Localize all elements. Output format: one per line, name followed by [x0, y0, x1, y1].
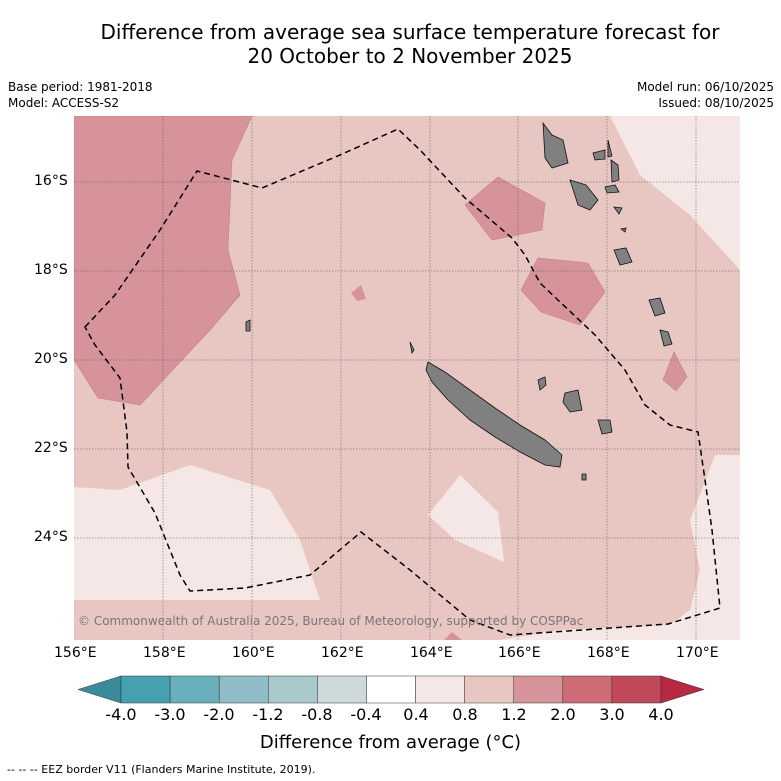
lon-label-160e: 160°E: [232, 645, 275, 661]
landmasses: [245, 121, 673, 481]
colorbar: [77, 675, 705, 704]
colorbar-bin: [415, 675, 465, 704]
lat-label-20s: 20°S: [34, 351, 68, 367]
warm-patch-central: [520, 257, 606, 326]
anomaly-band-0.8-1.2: [74, 116, 740, 640]
issued-text: Issued: 08/10/2025: [658, 96, 774, 110]
graticule: [74, 116, 740, 640]
colorbar-tick: -3.0: [154, 705, 186, 724]
colorbar-bin: [464, 675, 514, 704]
colorbar-bin: [120, 675, 171, 704]
colorbar-bins: [120, 675, 662, 704]
lifou-island: [562, 389, 583, 413]
colorbar-tick: -4.0: [105, 705, 137, 724]
lon-label-162e: 162°E: [321, 645, 364, 661]
new-caledonia-landmass: [425, 361, 563, 468]
ambae-island: [592, 149, 606, 161]
lat-label-22s: 22°S: [34, 440, 68, 456]
colorbar-bin: [366, 675, 416, 704]
colorbar-tick: 1.2: [501, 705, 527, 724]
colorbar-bin: [611, 675, 662, 704]
colorbar-bin: [562, 675, 613, 704]
tiga-islet: [581, 473, 587, 481]
colorbar-tick: 0.8: [452, 705, 478, 724]
pentecost-island: [610, 159, 620, 183]
colorbar-tick: -0.4: [350, 705, 382, 724]
shepherd-islets: [620, 227, 627, 233]
epi-island: [613, 206, 623, 215]
efate-island: [613, 247, 633, 266]
colorbar-tick: 0.4: [403, 705, 429, 724]
copyright-notice: © Commonwealth of Australia 2025, Bureau…: [78, 614, 584, 628]
ouvea-island: [537, 376, 547, 391]
anomaly-map: [74, 116, 740, 640]
lon-label-156e: 156°E: [54, 645, 97, 661]
lon-label-166e: 166°E: [498, 645, 541, 661]
malakula-island: [569, 179, 599, 211]
chesterfield-islet: [245, 319, 251, 332]
colorbar-bin: [218, 675, 269, 704]
colorbar-bin: [169, 675, 220, 704]
erromango-island: [648, 297, 666, 317]
warm-patch-east: [662, 351, 688, 392]
mare-island: [597, 419, 613, 435]
colorbar-extend-right: [660, 675, 705, 704]
colorbar-tick: -1.2: [252, 705, 284, 724]
lon-label-164e: 164°E: [410, 645, 453, 661]
colorbar-bin: [268, 675, 318, 704]
map-title-line2: 20 October to 2 November 2025: [247, 44, 573, 68]
colorbar-extend-left: [77, 675, 122, 704]
colorbar-bin: [513, 675, 564, 704]
lon-label-158e: 158°E: [143, 645, 186, 661]
model-run-text: Model run: 06/10/2025: [636, 80, 774, 94]
lat-label-24s: 24°S: [34, 529, 68, 545]
colorbar-label: Difference from average (°C): [259, 732, 522, 753]
lon-label-168e: 168°E: [587, 645, 630, 661]
lat-label-18s: 18°S: [34, 262, 68, 278]
colorbar-tick: 3.0: [599, 705, 625, 724]
ambrym-island: [604, 184, 620, 194]
colorbar-tick: -2.0: [203, 705, 235, 724]
maewo-island: [607, 139, 613, 158]
eez-legend-footer: -- -- -- EEZ border V11 (Flanders Marine…: [7, 763, 316, 776]
belep-islet: [409, 341, 415, 355]
lat-label-16s: 16°S: [34, 173, 68, 189]
eez-border-line: [84, 128, 721, 636]
model-text: Model: ACCESS-S2: [8, 96, 120, 110]
colorbar-tick: 4.0: [648, 705, 674, 724]
warm-patch-bottom: [444, 632, 462, 640]
tanna-island: [659, 329, 673, 347]
colorbar-tick: 2.0: [550, 705, 576, 724]
espiritu-santo-island: [542, 121, 569, 169]
map-title-line1: Difference from average sea surface temp…: [100, 20, 720, 44]
base-period-text: Base period: 1981-2018: [8, 80, 153, 94]
colorbar-bin: [317, 675, 367, 704]
colorbar-tick: -0.8: [301, 705, 333, 724]
warm-patch-north: [464, 176, 546, 241]
cool-patch-south: [428, 475, 504, 562]
lon-label-170e: 170°E: [676, 645, 719, 661]
warm-patch-small: [351, 285, 366, 301]
